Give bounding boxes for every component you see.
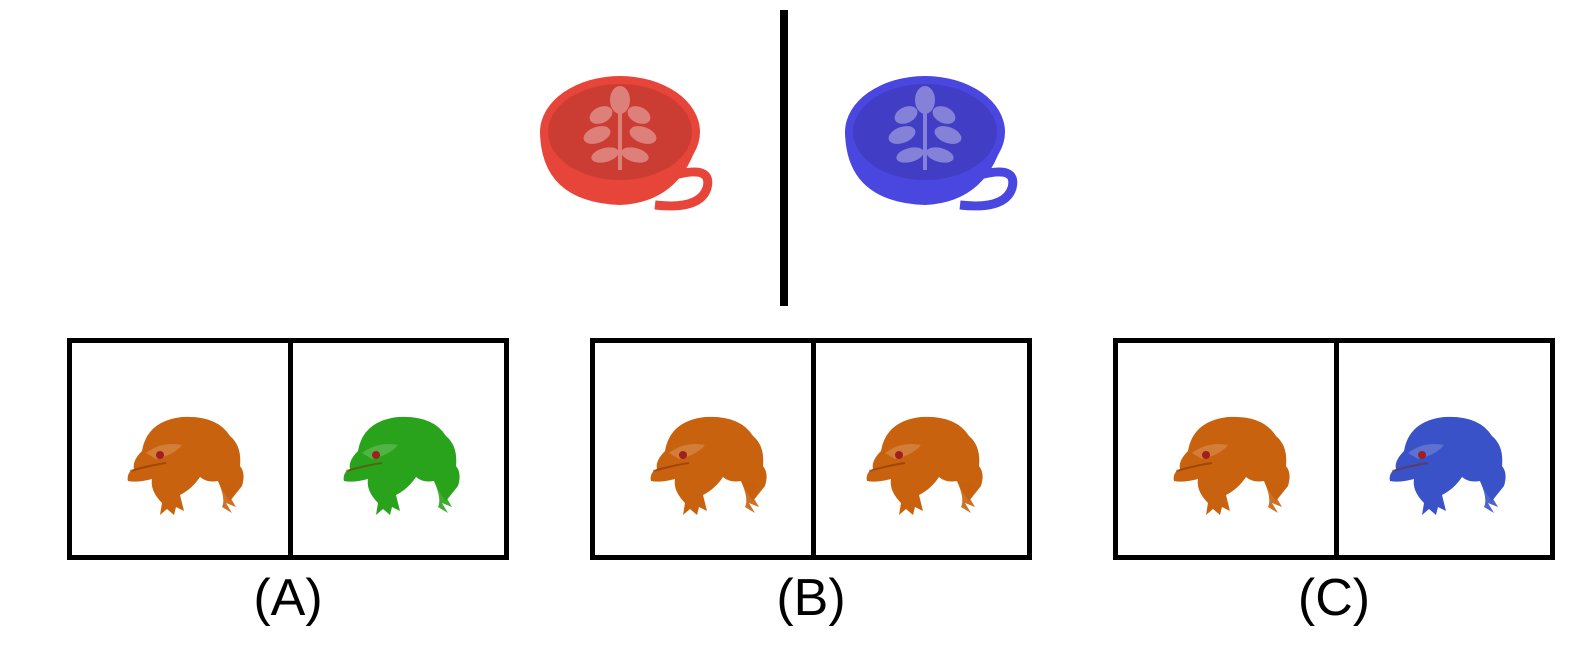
option-b-label: (B) xyxy=(776,569,846,627)
frog-icon xyxy=(861,411,991,521)
prompt-pair xyxy=(0,0,1584,320)
frog-icon xyxy=(338,411,468,521)
frog-icon xyxy=(1384,411,1514,521)
option-c-label: (C) xyxy=(1297,569,1371,627)
latte-cup-icon xyxy=(535,70,715,215)
option-b-panel[interactable] xyxy=(590,338,1032,560)
frog-icon xyxy=(1168,411,1298,521)
pair-divider xyxy=(780,10,788,306)
frog-icon xyxy=(645,411,775,521)
panel-divider xyxy=(1334,343,1339,555)
frog-icon xyxy=(122,411,252,521)
option-c-panel[interactable] xyxy=(1113,338,1555,560)
panel-divider xyxy=(288,343,293,555)
option-a-label: (A) xyxy=(253,569,323,627)
option-a-panel[interactable] xyxy=(67,338,509,560)
panel-divider xyxy=(811,343,816,555)
latte-cup-icon xyxy=(840,70,1020,215)
